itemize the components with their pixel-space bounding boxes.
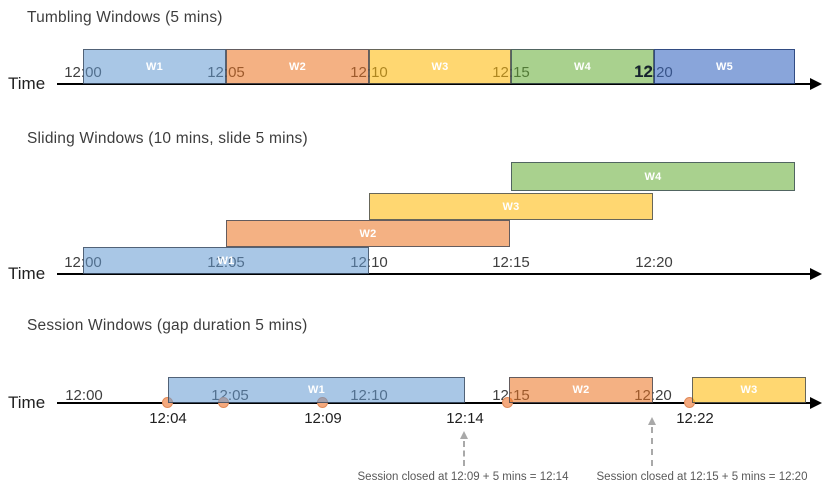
tumbling-section-title: Tumbling Windows (5 mins) [27, 9, 223, 26]
window-label: W5 [715, 60, 734, 73]
tumbling-window-w5: W5 [654, 49, 795, 84]
session-axis-arrow-icon [810, 397, 822, 409]
session-window-w1: W1 [168, 377, 465, 403]
sliding-window-w4: W4 [511, 162, 795, 191]
annotation-arrow-icon [460, 431, 468, 439]
event-time-label: 12:09 [304, 410, 342, 427]
window-label: W4 [573, 60, 592, 73]
annotation-arrow-stem [651, 427, 653, 466]
window-label: W4 [644, 170, 662, 183]
tumbling-tick-emphasized-hour: 12 [634, 62, 653, 81]
annotation-arrow-icon [648, 417, 656, 425]
session-window-w2: W2 [509, 377, 653, 403]
session-window-w3: W3 [692, 377, 806, 403]
sliding-tick: 12:20 [635, 254, 673, 271]
sliding-window-w2: W2 [226, 220, 510, 247]
sliding-tick: 12:15 [492, 254, 530, 271]
tumbling-window-w2: W2 [226, 49, 369, 84]
window-label: W2 [288, 60, 307, 73]
sliding-section-title: Sliding Windows (10 mins, slide 5 mins) [27, 130, 308, 147]
window-label: W3 [431, 60, 449, 73]
session-axis-label: Time [8, 393, 46, 412]
sliding-axis-label: Time [8, 264, 46, 283]
event-time-label: 12:14 [446, 410, 484, 427]
tumbling-window-w1: W1 [83, 49, 226, 84]
session-tick: 12:00 [65, 387, 103, 404]
window-label: W1 [307, 384, 326, 396]
session-annotation: Session closed at 12:09 + 5 mins = 12:14 [357, 471, 569, 483]
event-time-label: 12:04 [149, 410, 187, 427]
tumbling-axis-line [57, 83, 811, 85]
tumbling-window-w3: W3 [369, 49, 511, 84]
sliding-axis-arrow-icon [810, 268, 822, 280]
session-annotation: Session closed at 12:15 + 5 mins = 12:20 [596, 471, 808, 483]
window-label: W3 [740, 384, 758, 396]
window-label: W1 [145, 60, 164, 73]
tumbling-axis-label: Time [8, 74, 46, 93]
sliding-axis-line [57, 273, 811, 275]
window-label: W1 [217, 254, 235, 267]
window-label: W2 [572, 384, 590, 396]
window-label: W3 [502, 200, 520, 213]
annotation-arrow-stem [463, 441, 465, 466]
sliding-window-w1: W1 [83, 247, 369, 274]
session-axis-line [57, 402, 811, 404]
tumbling-window-w4: W4 [511, 49, 654, 84]
window-label: W2 [359, 227, 377, 240]
session-section-title: Session Windows (gap duration 5 mins) [27, 317, 308, 334]
sliding-window-w3: W3 [369, 193, 653, 220]
event-time-label: 12:22 [676, 410, 714, 427]
tumbling-axis-arrow-icon [810, 78, 822, 90]
